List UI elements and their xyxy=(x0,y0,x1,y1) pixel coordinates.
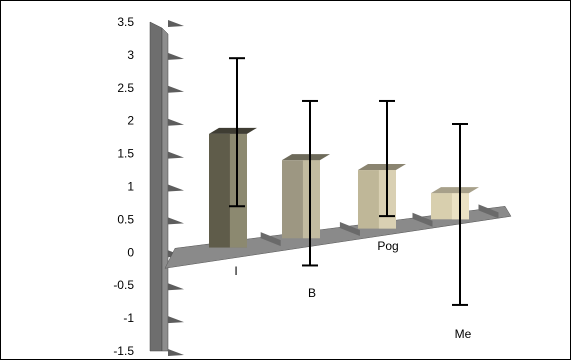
category-label: B xyxy=(308,286,316,300)
category-label: Me xyxy=(455,327,472,341)
y-tick-mark xyxy=(168,85,184,93)
category-label: I xyxy=(234,264,237,278)
y-tick-mark xyxy=(168,283,184,291)
y-tick-label: 0.5 xyxy=(117,212,134,226)
axis-wall-side xyxy=(161,27,169,352)
y-tick-mark xyxy=(168,52,184,60)
y-tick-mark xyxy=(168,217,184,225)
y-tick-mark xyxy=(168,118,184,126)
y-tick-label: -1 xyxy=(123,311,134,325)
floor-divider xyxy=(260,232,281,247)
bar-top xyxy=(282,154,330,161)
y-tick-mark xyxy=(168,184,184,192)
axis-wall xyxy=(149,21,163,352)
y-tick-labels: 3.5 3 2.5 2 1.5 1 0.5 0 -0.5 -1 -1.5 xyxy=(113,15,134,358)
bar-top xyxy=(358,164,406,171)
error-bars xyxy=(229,57,468,306)
category-label: Pog xyxy=(377,239,398,253)
y-tick-label: 3.5 xyxy=(117,15,134,29)
y-tick-label: -1.5 xyxy=(113,344,134,358)
y-tick-label: 1 xyxy=(127,180,134,194)
bars xyxy=(209,127,479,248)
category-labels: I B Pog Me xyxy=(234,239,471,341)
y-tick-label: 0 xyxy=(127,245,134,259)
y-tick-mark xyxy=(168,20,184,27)
y-tick-label: 1.5 xyxy=(117,147,134,161)
y-tick-label: 2.5 xyxy=(117,81,134,95)
y-tick-label: -0.5 xyxy=(113,278,134,292)
floor-divider xyxy=(339,222,360,237)
y-tick-mark xyxy=(168,151,184,159)
bar-top xyxy=(209,127,257,134)
y-tick-mark xyxy=(168,349,184,356)
y-tick-label: 2 xyxy=(127,114,134,128)
y-tick-label: 3 xyxy=(127,48,134,62)
floor-plane xyxy=(164,204,512,269)
bar-top xyxy=(431,187,479,194)
bar-side xyxy=(229,133,247,248)
floor-divider xyxy=(478,204,499,219)
bar-side xyxy=(302,160,320,239)
y-tick-mark xyxy=(168,316,184,324)
y-axis xyxy=(149,20,184,356)
floor-divider xyxy=(412,212,433,227)
